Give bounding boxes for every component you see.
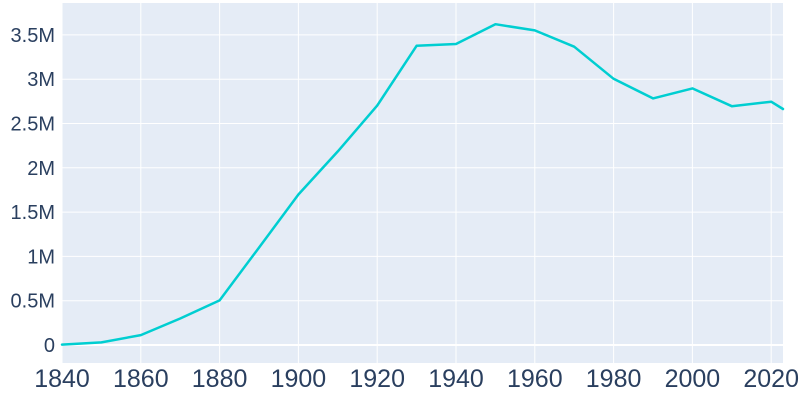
x-tick-label: 1920 (349, 365, 405, 393)
x-tick-label: 1940 (428, 365, 484, 393)
y-axis-tick-labels: 0 0.5M 1M 1.5M 2M 2.5M 3M 3.5M (11, 25, 55, 357)
plot-area-background (62, 3, 783, 363)
x-gridlines (61, 3, 772, 363)
x-axis-tick-labels: 1840 1860 1880 1900 1920 1940 1960 1980 2000 2020 (34, 365, 799, 393)
y-tick-label: 2.5M (11, 114, 55, 136)
y-tick-label: 2M (27, 158, 55, 180)
x-tick-label: 1960 (507, 365, 563, 393)
population-series-line (60, 22, 785, 346)
y-tick-label: 0 (44, 335, 55, 357)
x-tick-label: 1880 (192, 365, 248, 393)
x-tick-label: 2020 (743, 365, 799, 393)
y-tick-label: 3.5M (11, 25, 55, 47)
x-tick-label: 1860 (113, 365, 169, 393)
y-tick-label: 0.5M (11, 291, 55, 313)
y-gridlines (62, 34, 783, 346)
x-tick-label: 2000 (665, 365, 721, 393)
x-tick-label: 1980 (586, 365, 642, 393)
x-tick-label: 1840 (34, 365, 90, 393)
y-tick-label: 3M (27, 69, 55, 91)
y-tick-label: 1M (27, 246, 55, 268)
y-tick-label: 1.5M (11, 202, 55, 224)
x-tick-label: 1900 (271, 365, 327, 393)
